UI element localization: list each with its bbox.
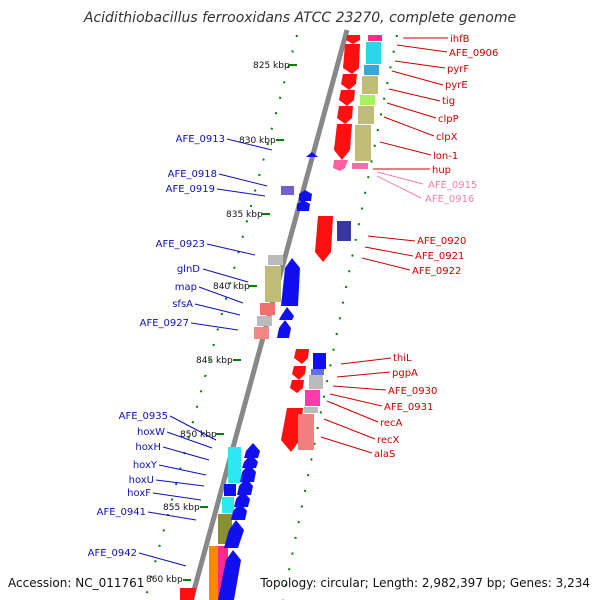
gene-label: AFE_0922 [412, 266, 461, 277]
feature-tracks [144, 29, 398, 600]
reverse-cog-cluster-2 [254, 255, 283, 339]
gene-label: sfsA [172, 299, 193, 310]
scale-label: 830 kbp [239, 136, 276, 146]
gene-label: AFE_0942 [88, 548, 137, 559]
reverse-arrows-cluster-2 [277, 258, 300, 338]
gene-label: AFE_0923 [156, 239, 205, 250]
topology-text: Topology: circular; Length: 2,982,397 bp… [259, 576, 590, 590]
forward-arrows-cluster-1 [333, 35, 360, 171]
gene-label: pyrE [445, 80, 468, 91]
scale-label: 850 kbp [180, 430, 217, 440]
gene-label: recX [377, 435, 400, 446]
reverse-arrows-cluster-4 [218, 443, 260, 600]
gene-label: AFE_0906 [449, 48, 498, 59]
gene-label: hoxU [129, 475, 154, 486]
gene-label: ihfB [450, 34, 470, 45]
gene-label: AFE_0919 [166, 184, 215, 195]
gene-label: hoxH [135, 442, 161, 453]
scale-label: 855 kbp [163, 503, 200, 513]
scale-label: 835 kbp [226, 210, 263, 220]
reverse-features-cluster-1 [281, 152, 318, 211]
scale-ticks [183, 64, 297, 581]
map-title: Acidithiobacillus ferrooxidans ATCC 2327… [83, 10, 516, 26]
gene-label: map [175, 282, 197, 293]
scale-label: 840 kbp [213, 282, 250, 292]
gene-label: clpX [436, 132, 458, 143]
forward-cog-cluster-3 [298, 353, 326, 450]
forward-arrows-cluster-3 [281, 349, 309, 452]
forward-features-cluster-2 [315, 216, 351, 262]
gene-label: AFE_0916 [425, 194, 474, 205]
reverse-gene-labels: AFE_0913 AFE_0918 AFE_0919 AFE_0923 glnD… [88, 134, 273, 567]
scale-label: 860 kbp [146, 575, 183, 585]
scale-label: 825 kbp [253, 61, 290, 71]
forward-gene-labels: ihfB AFE_0906 pyrF pyrE tig clpP clpX lo… [320, 34, 498, 460]
gene-label: recA [380, 418, 403, 429]
gene-label: AFE_0935 [119, 411, 168, 422]
gene-label: AFE_0920 [417, 236, 466, 247]
scale-label: 845 kbp [196, 356, 233, 366]
gene-label: AFE_0941 [97, 507, 146, 518]
gene-label: AFE_0913 [176, 134, 225, 145]
gene-label: hup [432, 165, 451, 176]
scale-labels: 825 kbp 830 kbp 835 kbp 840 kbp 845 kbp … [146, 61, 290, 585]
inner-dotted-track [144, 34, 298, 600]
gene-label: thiL [393, 353, 412, 364]
gene-label: AFE_0930 [388, 386, 437, 397]
accession-text: Accession: NC_011761 [8, 576, 144, 590]
gene-label: hoxW [137, 427, 165, 438]
gene-label: clpP [438, 114, 459, 125]
gene-label: tig [442, 96, 455, 107]
gene-label: AFE_0931 [384, 402, 433, 413]
gene-label: lon-1 [433, 151, 458, 162]
gene-label: hoxY [133, 460, 158, 471]
bottom-arrows [180, 588, 196, 600]
outer-dotted-track [282, 34, 398, 600]
gene-label: glnD [177, 264, 200, 275]
gene-label: alaS [374, 449, 395, 460]
gene-label: hoxF [127, 488, 151, 499]
gene-label: AFE_0918 [168, 169, 217, 180]
gene-label: pyrF [447, 64, 469, 75]
gene-label: pgpA [392, 368, 418, 379]
gene-label: AFE_0927 [140, 318, 189, 329]
forward-cog-cluster-1 [352, 35, 382, 169]
gene-label: AFE_0921 [415, 251, 464, 262]
gene-label: AFE_0915 [428, 180, 477, 191]
